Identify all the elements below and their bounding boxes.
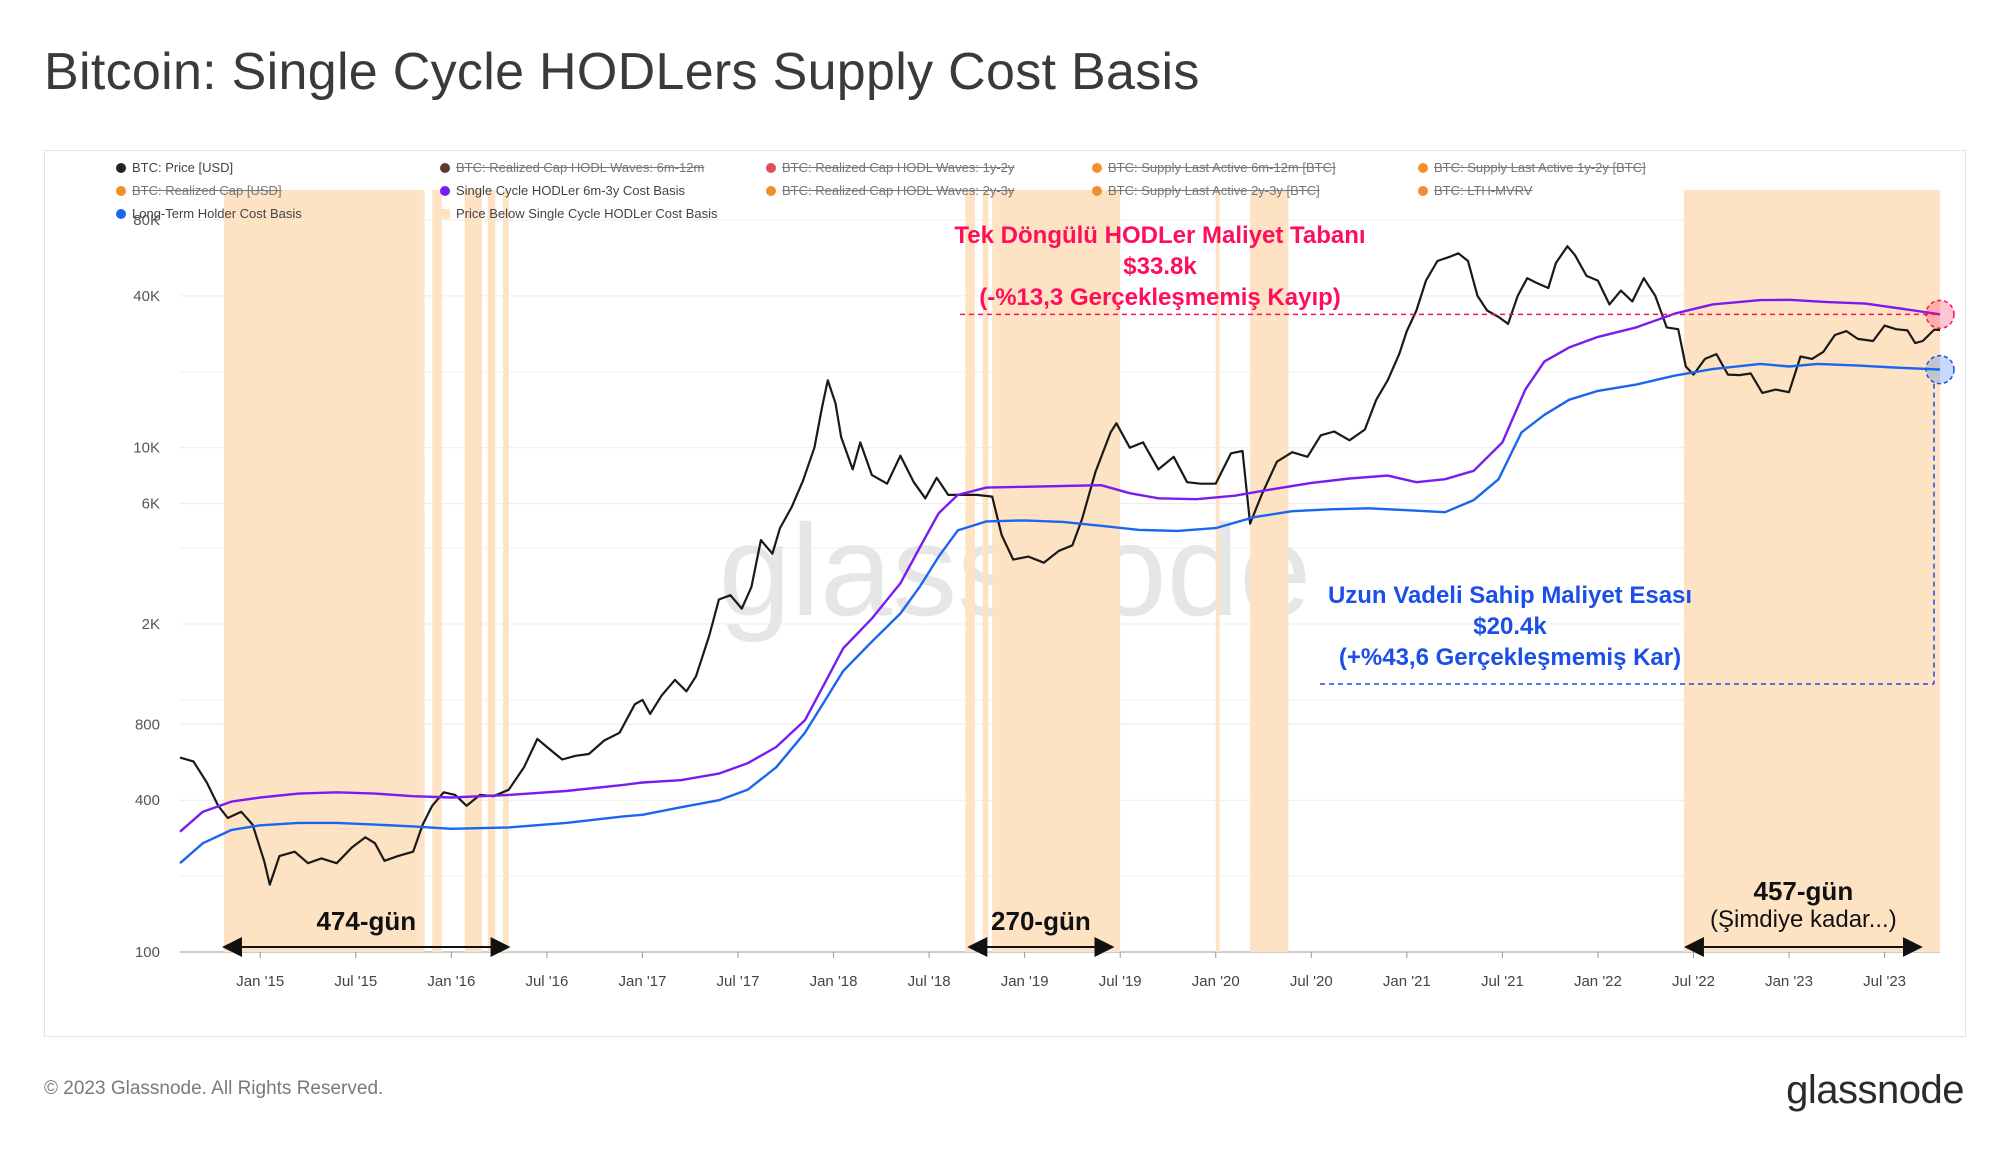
shaded-region <box>464 190 482 952</box>
x-tick-label: Jan '18 <box>810 973 858 990</box>
x-tick-label: Jan '17 <box>619 973 667 990</box>
x-tick-label: Jul '16 <box>525 973 568 990</box>
period-sublabel-3: (Şimdiye kadar...) <box>1709 906 1897 933</box>
x-tick-label: Jan '16 <box>427 973 475 990</box>
copyright-text: © 2023 Glassnode. All Rights Reserved. <box>44 1078 384 1099</box>
x-tick-label: Jan '21 <box>1383 973 1431 990</box>
legend-item[interactable]: BTC: Realized Cap HODL Waves: 6m-12m <box>440 160 704 175</box>
y-tick-label: 40K <box>133 288 160 305</box>
legend-label: BTC: Supply Last Active 6m-12m [BTC] <box>1108 160 1336 175</box>
legend-swatch <box>440 185 450 196</box>
shaded-region <box>502 190 509 952</box>
legend-swatch <box>440 162 450 173</box>
legend-item[interactable]: BTC: Realized Cap [USD] <box>116 183 282 198</box>
shaded-region <box>416 190 425 952</box>
shaded-region <box>223 190 417 952</box>
single-cycle-annotation-value: $33.8k <box>1123 253 1197 280</box>
x-tick-label: Jan '20 <box>1192 973 1240 990</box>
shaded-region <box>965 190 975 952</box>
period-label-3: 457-gün <box>1753 876 1854 906</box>
legend-swatch <box>1092 162 1102 173</box>
y-axis-ticks: 100 400 800 2K 6K 10K 40K 80K <box>133 212 160 961</box>
x-tick-label: Jan '22 <box>1574 973 1622 990</box>
legend-item[interactable]: BTC: LTH-MVRV <box>1418 183 1532 198</box>
legend-swatch <box>116 162 126 173</box>
legend-label: Long-Term Holder Cost Basis <box>132 206 302 221</box>
legend-item[interactable]: Single Cycle HODLer 6m-3y Cost Basis <box>440 183 685 198</box>
series-line-lth <box>179 362 1941 865</box>
lth-annotation-title: Uzun Vadeli Sahip Maliyet Esası <box>1327 582 1693 609</box>
x-tick-label: Jul '22 <box>1672 973 1715 990</box>
legend-swatch <box>1418 162 1428 173</box>
lth-annotation: Uzun Vadeli Sahip Maliyet Esası $20.4k (… <box>1270 580 1750 673</box>
y-tick-label: 10K <box>133 440 160 457</box>
legend-label: BTC: Realized Cap HODL Waves: 2y-3y <box>782 183 1015 198</box>
legend-swatch <box>116 208 126 219</box>
y-tick-label: 400 <box>135 792 160 809</box>
x-tick-label: Jul '19 <box>1099 973 1142 990</box>
lth-annotation-change: (+%43,6 Gerçekleşmemiş Kar) <box>1338 644 1682 671</box>
single-cycle-annotation-title: Tek Döngülü HODLer Maliyet Tabanı <box>954 222 1366 249</box>
x-tick-label: Jul '21 <box>1481 973 1524 990</box>
legend-item[interactable]: BTC: Realized Cap HODL Waves: 2y-3y <box>766 183 1014 198</box>
glassnode-logo: glassnode <box>1786 1068 1964 1112</box>
x-tick-label: Jul '18 <box>908 973 951 990</box>
y-tick-label: 2K <box>142 616 160 633</box>
legend-swatch <box>766 185 776 196</box>
annotation-overlay <box>222 299 1955 957</box>
x-tick-label: Jan '23 <box>1765 973 1813 990</box>
legend-label: BTC: Realized Cap [USD] <box>132 183 282 198</box>
legend-label: Single Cycle HODLer 6m-3y Cost Basis <box>456 183 686 198</box>
legend-swatch <box>766 162 776 173</box>
legend-item[interactable]: Price Below Single Cycle HODLer Cost Bas… <box>440 206 718 221</box>
legend-label: BTC: Realized Cap HODL Waves: 6m-12m <box>456 160 705 175</box>
single-cycle-annotation-change: (-%13,3 Gerçekleşmemiş Kayıp) <box>979 284 1341 311</box>
shaded-region <box>1215 190 1220 952</box>
legend-item[interactable]: BTC: Price [USD] <box>116 160 233 175</box>
lth-end-marker <box>1925 354 1955 385</box>
page-title: Bitcoin: Single Cycle HODLers Supply Cos… <box>44 43 1200 101</box>
legend-label: BTC: Supply Last Active 1y-2y [BTC] <box>1434 160 1646 175</box>
legend-item[interactable]: BTC: Realized Cap HODL Waves: 1y-2y <box>766 160 1014 175</box>
legend-item[interactable]: BTC: Supply Last Active 1y-2y [BTC] <box>1418 160 1646 175</box>
x-tick-label: Jan '19 <box>1001 973 1049 990</box>
x-tick-label: Jul '23 <box>1863 973 1906 990</box>
legend-label: BTC: Supply Last Active 2y-3y [BTC] <box>1108 183 1320 198</box>
legend-item[interactable]: Long-Term Holder Cost Basis <box>116 206 302 221</box>
y-tick-label: 80K <box>133 212 160 229</box>
legend-label: Price Below Single Cycle HODLer Cost Bas… <box>456 206 718 221</box>
y-tick-label: 800 <box>135 716 160 733</box>
legend-label: BTC: Realized Cap HODL Waves: 1y-2y <box>782 160 1015 175</box>
shaded-region <box>982 190 989 952</box>
single-cycle-end-marker <box>1925 299 1955 330</box>
legend-swatch <box>116 185 126 196</box>
shaded-region <box>1683 190 1940 952</box>
series-line-single-cycle <box>179 298 1941 833</box>
x-axis-ticks: Jan '15 Jul '15 Jan '16 Jul '16 Jan '17 Jul '… <box>236 952 1906 990</box>
shaded-region <box>1250 190 1289 952</box>
x-tick-label: Jan '15 <box>236 973 284 990</box>
legend-swatch <box>440 208 450 219</box>
legend-item[interactable]: BTC: Supply Last Active 6m-12m [BTC] <box>1092 160 1336 175</box>
lth-annotation-value: $20.4k <box>1473 613 1547 640</box>
shaded-region <box>487 190 496 952</box>
legend-label: BTC: LTH-MVRV <box>1434 183 1533 198</box>
legend-item[interactable]: BTC: Supply Last Active 2y-3y [BTC] <box>1092 183 1320 198</box>
series-lines <box>179 245 1941 886</box>
x-tick-label: Jul '20 <box>1290 973 1333 990</box>
period-label-2: 270-gün <box>991 906 1091 936</box>
x-tick-label: Jul '15 <box>334 973 377 990</box>
shaded-region <box>432 190 442 952</box>
legend-label: BTC: Price [USD] <box>132 160 234 175</box>
shaded-region <box>992 190 1121 952</box>
period-label-1: 474-gün <box>316 906 417 936</box>
single-cycle-annotation: Tek Döngülü HODLer Maliyet Tabanı $33.8k… <box>860 220 1460 313</box>
x-tick-label: Jul '17 <box>717 973 760 990</box>
legend-swatch <box>1418 185 1428 196</box>
legend-swatch <box>1092 185 1102 196</box>
y-tick-label: 100 <box>135 944 160 961</box>
y-tick-label: 6K <box>142 496 160 513</box>
